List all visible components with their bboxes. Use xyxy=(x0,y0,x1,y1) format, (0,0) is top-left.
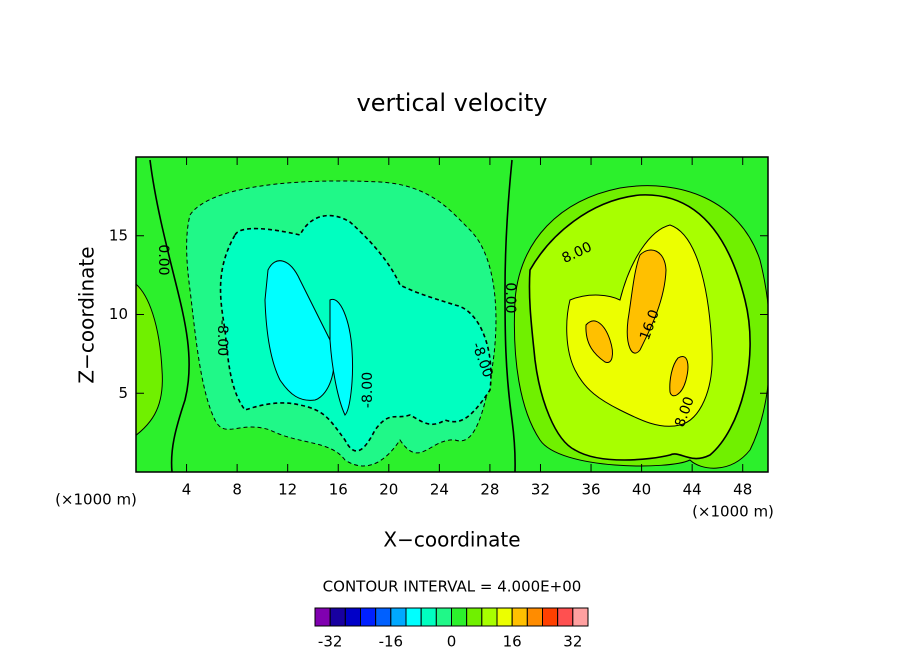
contour-region xyxy=(136,283,163,436)
x-tick-label: 32 xyxy=(531,481,550,499)
contour-region xyxy=(626,249,667,354)
x-axis-label: X−coordinate xyxy=(383,528,520,552)
contour-line xyxy=(149,159,190,472)
colorbar-tick-label: -32 xyxy=(318,633,343,651)
contour-interval: CONTOUR INTERVAL = 4.000E+00 xyxy=(323,578,582,596)
contour-region xyxy=(264,260,335,401)
x-tick-label: 48 xyxy=(733,481,752,499)
colorbar-box xyxy=(360,607,377,627)
x-tick-label: 8 xyxy=(232,481,242,499)
x-tick-label: 28 xyxy=(480,481,499,499)
colorbar-box xyxy=(344,607,362,627)
contour-region xyxy=(585,320,613,364)
colorbar-box xyxy=(481,607,498,627)
colorbar-box xyxy=(572,607,589,627)
colorbar-box xyxy=(542,607,559,627)
colorbar-box xyxy=(375,607,392,627)
colorbar-box xyxy=(329,607,346,627)
colorbar-tick-label: -16 xyxy=(379,633,404,651)
colorbar-tick-label: 32 xyxy=(563,633,582,651)
x-tick-label: 12 xyxy=(278,481,297,499)
colorbar-tick-label: 0 xyxy=(447,633,457,651)
chart-title: vertical velocity xyxy=(357,89,548,117)
colorbar-box xyxy=(496,607,513,627)
contour-region xyxy=(329,298,353,416)
contour-line xyxy=(504,159,516,472)
colorbar-box xyxy=(390,607,407,627)
x-tick-label: 4 xyxy=(182,481,192,499)
colorbar-box xyxy=(557,607,574,627)
x-tick-label: 40 xyxy=(632,481,651,499)
y-tick-label: 15 xyxy=(109,226,128,244)
x-tick-label: 20 xyxy=(379,481,398,499)
x-unit-label: (×1000 m) xyxy=(692,503,774,521)
contour-label: -8.00 xyxy=(214,320,230,356)
contour-label: 0.00 xyxy=(155,244,171,275)
contour-label: 0.00 xyxy=(502,282,518,313)
x-tick-label: 24 xyxy=(430,481,449,499)
y-axis-label: Z−coordinate xyxy=(75,246,99,383)
x-tick-label: 36 xyxy=(581,481,600,499)
x-tick-label: 16 xyxy=(329,481,348,499)
y-tick-label: 5 xyxy=(118,384,128,402)
x-tick-label: 44 xyxy=(683,481,702,499)
colorbar-box xyxy=(526,607,543,627)
contour-region xyxy=(669,356,689,397)
colorbar-box xyxy=(420,607,437,627)
colorbar-box xyxy=(435,607,453,627)
colorbar-box xyxy=(314,607,331,627)
colorbar-box xyxy=(405,607,422,627)
y-tick-label: 10 xyxy=(109,305,128,323)
colorbar-box xyxy=(451,607,468,627)
colorbar-tick-label: 16 xyxy=(503,633,522,651)
colorbar-box xyxy=(466,607,483,627)
x-unit-label: (×1000 m) xyxy=(55,491,137,509)
colorbar-box xyxy=(511,607,528,627)
contour-label: -8.00 xyxy=(360,372,376,408)
